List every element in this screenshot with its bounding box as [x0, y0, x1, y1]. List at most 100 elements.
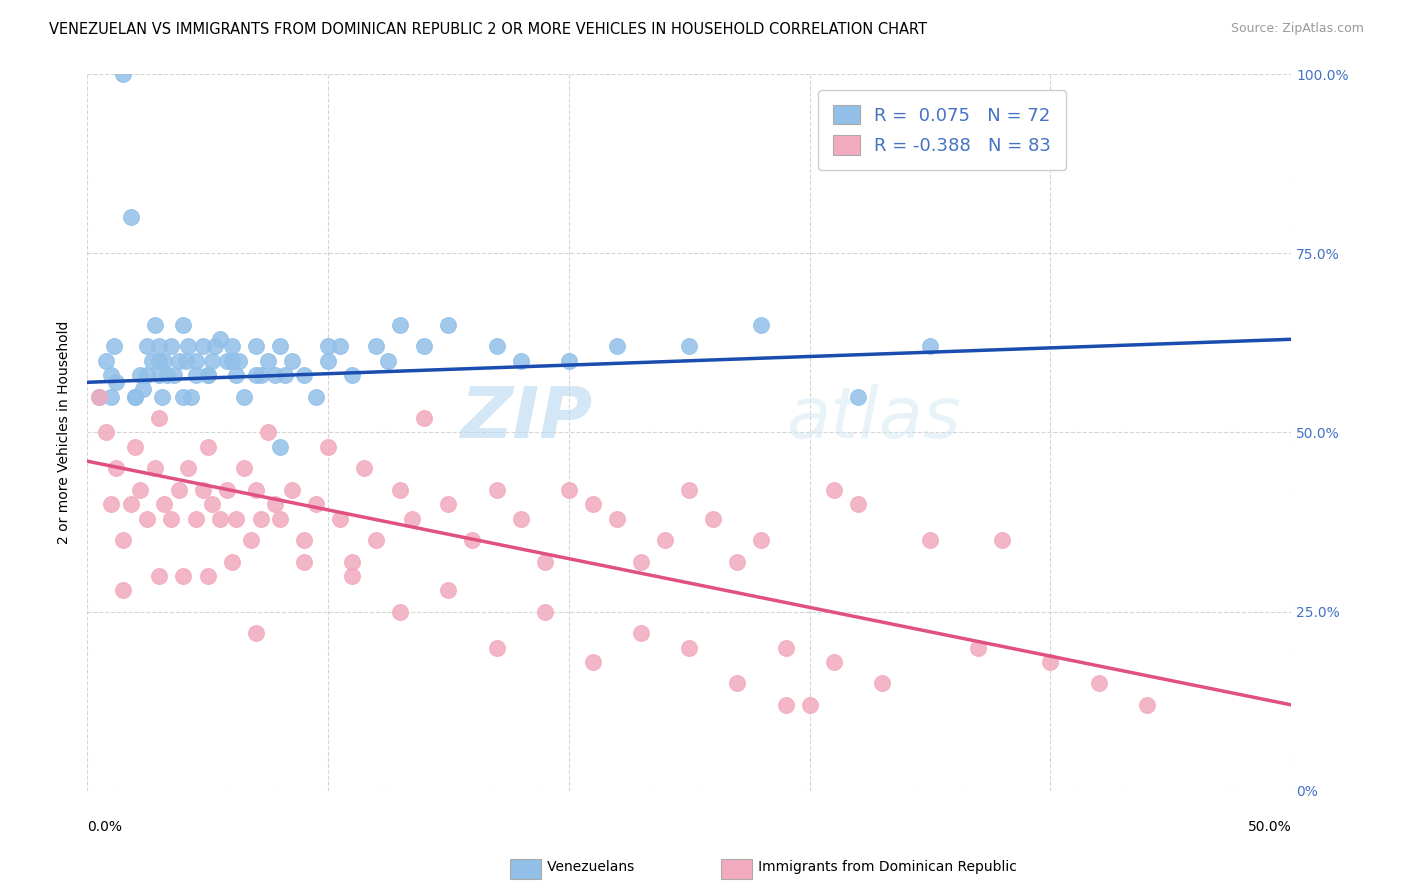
Point [215, 483, 238, 497]
Point [148, 353, 170, 368]
Point [131, 383, 153, 397]
Point [366, 533, 388, 547]
Point [120, 211, 142, 225]
Text: atlas: atlas [786, 384, 960, 452]
Point [678, 339, 700, 353]
Point [173, 569, 195, 583]
Text: 50.0%: 50.0% [1247, 820, 1291, 834]
Point [197, 569, 219, 583]
Point [920, 533, 942, 547]
Point [281, 353, 304, 368]
Point [305, 497, 328, 511]
Text: Venezuelans: Venezuelans [534, 860, 634, 874]
Point [197, 440, 219, 454]
Point [225, 368, 247, 383]
Point [264, 368, 287, 383]
Point [201, 497, 224, 511]
Point [105, 461, 128, 475]
Point [606, 339, 628, 353]
Point [136, 339, 159, 353]
Point [232, 461, 254, 475]
Point [485, 640, 508, 655]
Point [340, 555, 363, 569]
Point [167, 483, 190, 497]
Point [163, 368, 186, 383]
Point [153, 353, 176, 368]
Point [292, 533, 315, 547]
Point [340, 569, 363, 583]
Point [245, 368, 267, 383]
Point [191, 483, 214, 497]
Point [775, 698, 797, 712]
Point [221, 353, 243, 368]
Point [100, 390, 122, 404]
Point [437, 318, 460, 332]
Point [401, 511, 423, 525]
Point [630, 555, 652, 569]
Point [221, 339, 243, 353]
Point [799, 698, 821, 712]
Point [208, 332, 231, 346]
Point [160, 511, 183, 525]
Point [191, 339, 214, 353]
Point [846, 390, 869, 404]
Text: ZIP: ZIP [461, 384, 593, 452]
Point [389, 318, 412, 332]
Point [413, 411, 436, 425]
Point [870, 676, 893, 690]
Y-axis label: 2 or more Vehicles in Household: 2 or more Vehicles in Household [58, 321, 72, 544]
Point [413, 339, 436, 353]
Point [96, 353, 118, 368]
Point [920, 339, 942, 353]
Point [124, 390, 146, 404]
Point [245, 626, 267, 640]
Point [96, 425, 118, 440]
Point [281, 483, 304, 497]
Point [316, 440, 339, 454]
Point [180, 390, 202, 404]
Text: Source: ZipAtlas.com: Source: ZipAtlas.com [1230, 22, 1364, 36]
Point [215, 353, 238, 368]
Point [160, 339, 183, 353]
Point [273, 368, 295, 383]
Point [269, 440, 291, 454]
Point [292, 555, 315, 569]
Point [329, 511, 352, 525]
Point [340, 368, 363, 383]
Text: VENEZUELAN VS IMMIGRANTS FROM DOMINICAN REPUBLIC 2 OR MORE VEHICLES IN HOUSEHOLD: VENEZUELAN VS IMMIGRANTS FROM DOMINICAN … [49, 22, 927, 37]
Point [509, 511, 531, 525]
Point [184, 511, 207, 525]
Point [201, 353, 224, 368]
Point [208, 511, 231, 525]
Point [89, 390, 111, 404]
Point [184, 353, 207, 368]
Point [148, 368, 170, 383]
Point [485, 339, 508, 353]
Point [124, 440, 146, 454]
Point [197, 368, 219, 383]
Point [654, 533, 676, 547]
Point [124, 390, 146, 404]
Point [143, 318, 166, 332]
Point [582, 497, 605, 511]
Point [485, 483, 508, 497]
Point [377, 353, 399, 368]
Point [204, 339, 226, 353]
Point [249, 511, 271, 525]
Point [678, 483, 700, 497]
Point [141, 353, 163, 368]
Point [461, 533, 484, 547]
Point [725, 676, 748, 690]
Point [156, 368, 179, 383]
Point [148, 569, 170, 583]
Point [245, 339, 267, 353]
Point [582, 655, 605, 669]
Point [136, 368, 159, 383]
Point [305, 390, 328, 404]
Point [751, 533, 773, 547]
Point [153, 497, 176, 511]
Point [225, 511, 247, 525]
Point [120, 497, 142, 511]
Point [228, 353, 250, 368]
Point [437, 583, 460, 598]
